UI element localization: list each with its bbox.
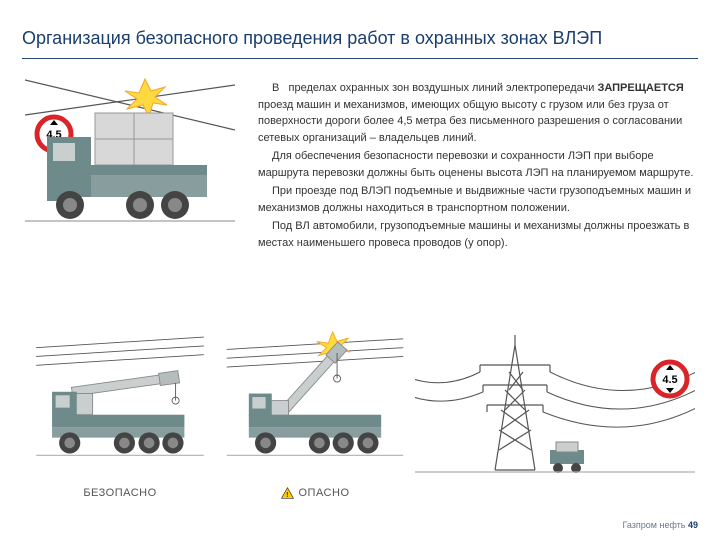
body-text: В пределах охранных зон воздушных линий … (258, 80, 698, 253)
footer-company: Газпром нефть (623, 520, 686, 530)
svg-text:4.5: 4.5 (662, 374, 677, 386)
figure-danger-crane: ! ОПАСНО (215, 330, 415, 505)
page-title: Организация безопасного проведения работ… (22, 28, 602, 49)
figure-row: БЕЗОПАСНО (25, 330, 695, 505)
figure-truck-overheight: 4.5 (25, 75, 235, 255)
footer: Газпром нефть 49 (623, 520, 699, 530)
title-underline (22, 58, 698, 59)
caption-danger: ! ОПАСНО (280, 487, 349, 499)
figure-safe-crane: БЕЗОПАСНО (25, 330, 215, 505)
warning-icon: ! (280, 487, 294, 499)
svg-text:!: ! (286, 490, 289, 499)
paragraph-2: Для обеспечения безопасности перевозки и… (258, 148, 698, 181)
footer-page: 49 (688, 520, 698, 530)
figure-tower-sag: 4.5 (415, 330, 695, 505)
caption-safe: БЕЗОПАСНО (83, 487, 156, 499)
paragraph-3: При проезде под ВЛЭП подъемные и выдвижн… (258, 183, 698, 216)
paragraph-4: Под ВЛ автомобили, грузоподъемные машины… (258, 218, 698, 251)
paragraph-1: В пределах охранных зон воздушных линий … (258, 80, 698, 146)
